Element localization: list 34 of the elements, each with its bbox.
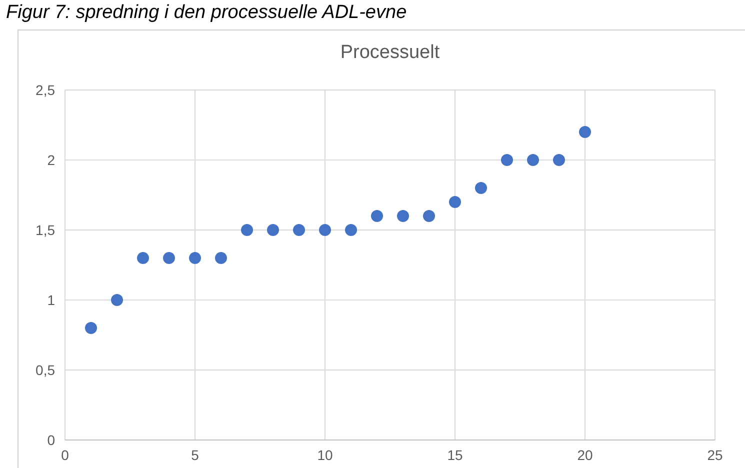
point — [423, 210, 435, 222]
y-tick-label: 2,5 — [36, 82, 56, 98]
point — [397, 210, 409, 222]
point — [137, 252, 149, 264]
point — [85, 322, 97, 334]
point — [345, 224, 357, 236]
y-tick-label: 2 — [47, 152, 56, 168]
point — [189, 252, 201, 264]
x-tick-label: 20 — [577, 447, 593, 463]
chart-title: Processuelt — [340, 42, 440, 63]
point — [579, 126, 591, 138]
x-tick-label: 5 — [191, 447, 200, 463]
text: Figur 7: spredning i den processuelle ADL-evne — [6, 2, 407, 23]
x-tick-label: 25 — [707, 447, 723, 463]
point — [475, 182, 487, 194]
point — [319, 224, 331, 236]
y-tick-label: 0,5 — [36, 362, 56, 378]
y-tick-label: 1 — [47, 292, 56, 308]
point — [553, 154, 565, 166]
y-tick-label: 1,5 — [36, 222, 56, 238]
x-tick-label: 15 — [447, 447, 463, 463]
point — [215, 252, 227, 264]
x-tick-label: 10 — [317, 447, 333, 463]
point — [241, 224, 253, 236]
point — [267, 224, 279, 236]
point — [293, 224, 305, 236]
point — [163, 252, 175, 264]
x-tick-label: 0 — [61, 447, 70, 463]
point — [111, 294, 123, 306]
point — [449, 196, 461, 208]
point — [501, 154, 513, 166]
y-tick-label: 0 — [47, 432, 56, 448]
point — [527, 154, 539, 166]
point — [371, 210, 383, 222]
